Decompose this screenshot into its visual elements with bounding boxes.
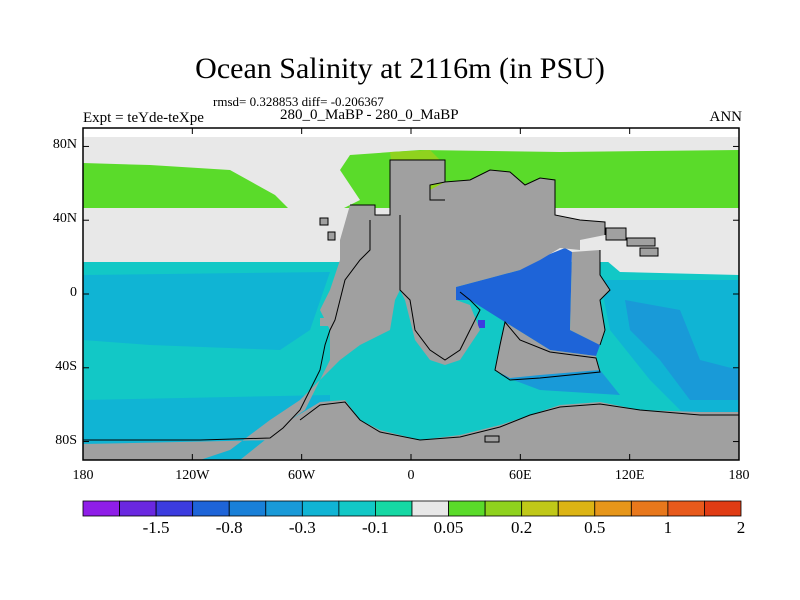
field-southern-ocean-blue <box>500 370 620 395</box>
colorbar-box <box>594 500 632 517</box>
colorbar-label: -0.8 <box>215 518 243 537</box>
coast-africa <box>399 215 481 361</box>
field-indian-blue <box>456 248 600 356</box>
colorbar-box <box>521 500 559 517</box>
colorbar-box <box>192 500 230 517</box>
colorbar-label: -0.3 <box>288 518 316 537</box>
lat-tick-label: 80S <box>55 432 77 448</box>
season-label: ANN <box>709 109 743 125</box>
colorbar-label: -1.5 <box>142 518 170 537</box>
colorbar-box <box>375 500 413 517</box>
land-island-6 <box>320 318 328 326</box>
coast-island-2 <box>327 231 336 241</box>
field-arctic-neutral <box>83 137 739 215</box>
colorbar-box <box>484 500 523 517</box>
coast-island-5 <box>639 247 659 257</box>
field-east-darker <box>625 300 739 400</box>
coast-island-1 <box>319 217 329 226</box>
coast-americas-inner <box>83 220 371 441</box>
coast-island-3 <box>605 227 627 241</box>
colorbar-label: 0.5 <box>584 518 606 537</box>
colorbar-box <box>630 500 669 517</box>
field-small-purple <box>478 320 485 328</box>
colorbar-label: 0.2 <box>511 518 533 537</box>
colorbar-box <box>448 500 486 517</box>
coastlines <box>83 159 739 443</box>
colorbar-box <box>265 500 303 517</box>
lon-tick-label: 120W <box>175 468 210 483</box>
lat-tick-label: 40S <box>55 358 77 374</box>
field-pacific-blue <box>83 272 330 350</box>
experiment-label: Expt = teYde-teXpe <box>83 110 204 126</box>
coast-europe <box>429 181 446 201</box>
colorbar-box <box>155 500 194 517</box>
colorbar-box <box>82 500 120 517</box>
colorbar-box <box>119 500 157 517</box>
coast-americas <box>350 159 606 235</box>
colorbar-box <box>411 500 449 517</box>
plot-title: Ocean Salinity at 2116m (in PSU) <box>195 52 605 85</box>
coast-island-7 <box>484 435 500 443</box>
land-island-2 <box>328 232 335 240</box>
colorbar-box <box>557 500 596 517</box>
land-island-3 <box>606 228 626 240</box>
colorbar-box <box>704 500 742 517</box>
lon-tick-label: 180 <box>72 468 94 483</box>
colorbar-box <box>301 500 340 517</box>
coast-asia-east <box>599 250 611 346</box>
lon-tick-label: 0 <box>407 468 415 483</box>
colorbar-label: 2 <box>736 518 746 537</box>
colorbar-label: -0.1 <box>361 518 389 537</box>
colorbar <box>82 500 742 517</box>
stats-line: rmsd= 0.328853 diff= -0.206367 <box>213 94 384 109</box>
colorbar-label: 1 <box>663 518 673 537</box>
land-island-4 <box>627 238 655 246</box>
colorbar-box <box>338 500 376 517</box>
coast-south-block <box>494 320 601 381</box>
lon-tick-label: 180 <box>728 468 750 483</box>
lon-tick-label: 120E <box>614 468 645 483</box>
coast-island-4 <box>626 237 656 247</box>
colorbar-label: 0.05 <box>433 518 464 537</box>
land-island-7 <box>485 436 499 442</box>
coast-antarctica <box>299 401 739 441</box>
subtitle: 280_0_MaBP - 280_0_MaBP <box>280 107 459 123</box>
colorbar-box <box>667 500 705 517</box>
lat-tick-label: 40N <box>52 211 77 227</box>
colorbar-box <box>228 500 267 517</box>
land-island-5 <box>640 248 658 256</box>
land-afro-eurasia <box>400 170 605 365</box>
land-americas <box>83 160 445 460</box>
lon-tick-label: 60W <box>288 468 316 483</box>
lat-tick-label: 80N <box>52 137 77 153</box>
lon-tick-label: 60E <box>509 468 532 483</box>
land-south-block <box>495 322 600 378</box>
land-island-1 <box>320 218 328 225</box>
axis-ticks <box>82 128 740 460</box>
lat-tick-label: 0 <box>70 285 77 300</box>
